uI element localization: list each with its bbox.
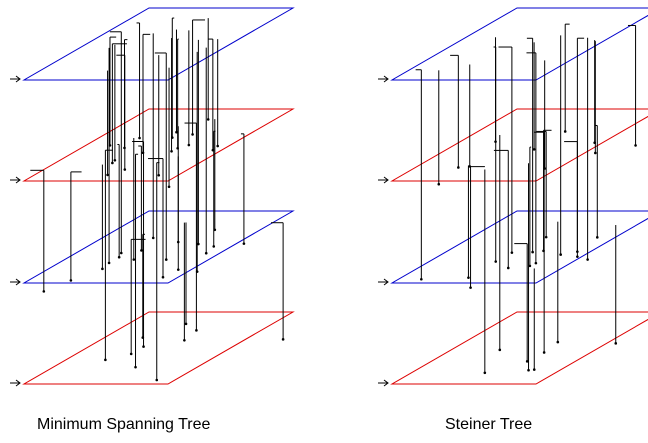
pin-dot — [437, 182, 441, 186]
plane-layer-1 — [22, 311, 295, 385]
axis-arrow-icon — [10, 379, 21, 387]
pin-dot — [594, 151, 597, 155]
pin-dot — [123, 168, 127, 171]
steiner-panel — [378, 7, 648, 387]
pin-dot — [107, 261, 111, 265]
plane-layer-4 — [390, 7, 648, 81]
pin-dot — [183, 338, 186, 342]
pin-dot — [101, 267, 104, 271]
pin-dot — [164, 258, 168, 261]
pin-dot — [106, 173, 109, 177]
pin-dot — [140, 249, 143, 252]
pin-dot — [134, 365, 137, 369]
pin-dot — [191, 133, 194, 136]
axis-arrow-icon — [10, 278, 21, 286]
plane-layer-3 — [390, 108, 648, 182]
pin-dot — [614, 342, 618, 345]
caption-minimum-spanning-tree: Minimum Spanning Tree — [37, 416, 211, 433]
pin-dot — [469, 286, 472, 289]
axis-arrow-icon — [10, 75, 21, 83]
pin-dot — [167, 185, 171, 189]
pin-dot — [206, 118, 210, 121]
plane-layer-3 — [22, 108, 295, 182]
pin-dot — [494, 140, 497, 143]
pin-dot — [531, 250, 534, 254]
pin-dot — [586, 258, 589, 261]
pin-dot — [104, 358, 107, 362]
pin-dot — [506, 266, 510, 270]
pin-dot — [170, 150, 173, 153]
pin-dot — [563, 130, 567, 133]
pin-dot — [457, 166, 460, 169]
pin-dot — [634, 144, 637, 147]
pin-dot — [197, 242, 200, 246]
pin-dot — [528, 264, 532, 268]
pin-dot — [132, 258, 136, 261]
pin-dot — [108, 144, 112, 147]
pin-dot — [113, 158, 117, 162]
pin-dot — [525, 360, 529, 363]
plane-layer-2 — [22, 210, 295, 284]
plane-layer-1 — [390, 311, 648, 385]
plane-layer-4 — [22, 7, 295, 81]
axis-arrow-icon — [378, 278, 389, 286]
pin-dot — [595, 236, 599, 239]
pin-dot — [576, 250, 579, 253]
axis-arrow-icon — [378, 176, 389, 184]
pin-dot — [204, 251, 208, 255]
pin-dot — [556, 340, 560, 344]
pin-dot — [212, 245, 216, 248]
pin-dot — [141, 151, 145, 155]
pin-dot — [138, 136, 141, 140]
pin-dot — [542, 351, 546, 354]
pin-dot — [559, 253, 562, 256]
pin-dot — [532, 368, 536, 371]
pin-dot — [195, 270, 199, 273]
pin-dot — [161, 275, 165, 279]
pin-dot — [42, 290, 46, 293]
pin-dot — [175, 130, 178, 134]
pin-dot — [483, 371, 487, 375]
pin-dot — [195, 329, 198, 332]
pin-dot — [532, 148, 536, 151]
mst-panel — [10, 7, 295, 387]
pin-dot — [242, 242, 246, 245]
plane-layer-2 — [390, 210, 648, 284]
pin-dot — [527, 368, 530, 372]
pin-dot — [155, 378, 159, 382]
pin-dot — [498, 348, 502, 352]
pin-dot — [119, 251, 123, 255]
pin-dot — [111, 161, 114, 165]
axis-arrow-icon — [378, 379, 389, 387]
pin-dot — [467, 276, 470, 279]
caption-steiner-tree: Steiner Tree — [445, 416, 533, 433]
pin-dot — [151, 236, 155, 240]
pin-dot — [510, 251, 514, 254]
pin-dot — [117, 255, 121, 259]
pin-dot — [544, 235, 548, 239]
pin-dot — [170, 136, 174, 139]
axis-arrow-icon — [10, 176, 21, 184]
pin-dot — [494, 260, 498, 263]
pin-dot — [213, 228, 217, 232]
pin-dot — [176, 268, 180, 271]
axis-arrow-icon — [378, 75, 389, 83]
diagram-canvas — [10, 7, 648, 387]
pin-dot — [157, 173, 161, 177]
pin-dot — [142, 345, 145, 348]
pin-dot — [534, 261, 538, 265]
pin-dot — [129, 352, 133, 356]
pin-dot — [69, 279, 73, 282]
pin-dot — [216, 144, 219, 148]
pin-dot — [576, 255, 579, 258]
pin-dot — [281, 338, 285, 341]
pin-dot — [187, 143, 191, 147]
pin-dot — [184, 322, 188, 326]
pin-dot — [542, 249, 545, 253]
pin-dot — [420, 277, 423, 281]
